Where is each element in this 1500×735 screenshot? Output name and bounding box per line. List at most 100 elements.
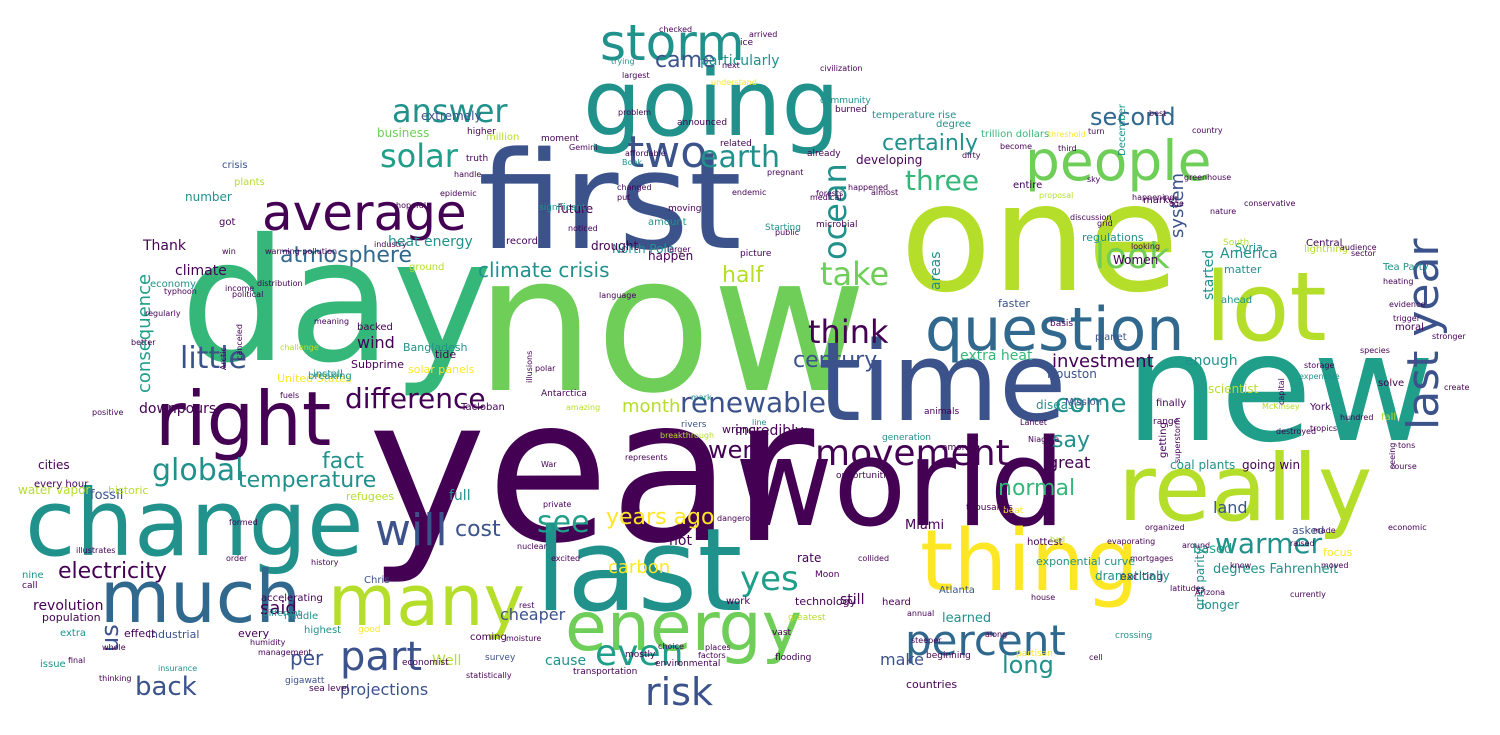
word-cause: cause — [545, 653, 586, 669]
word-learned: learned — [942, 611, 991, 626]
word-still: still — [840, 592, 864, 608]
word-particularly: particularly — [700, 53, 780, 69]
word-better: better — [131, 338, 156, 347]
word-amount: amount — [648, 217, 687, 228]
word-economist: economist — [402, 658, 449, 668]
word-crossing: crossing — [1115, 631, 1152, 641]
word-higher: higher — [467, 127, 496, 137]
word-world: world — [735, 415, 1065, 554]
word-month: month — [622, 396, 680, 417]
word-effect: effect — [124, 627, 156, 640]
word-extra-heat: extra heat — [960, 348, 1033, 364]
word-seeing: seeing — [1388, 443, 1397, 469]
word-economy: economy — [150, 279, 196, 290]
word-answer: answer — [392, 92, 508, 130]
word-discussion: discussion — [1070, 213, 1111, 222]
word-dramatically: dramatically — [1095, 569, 1170, 583]
word-hot: hot — [669, 533, 692, 549]
word-half: half — [722, 263, 765, 288]
word-drought: drought — [591, 239, 638, 253]
word-electricity: electricity — [58, 559, 167, 584]
word-temperature-rise: temperature rise — [872, 110, 956, 121]
word-thank: Thank — [142, 238, 187, 254]
word-fossil: fossil — [90, 488, 123, 503]
word-much: much — [100, 555, 301, 639]
word-basis: basis — [1050, 319, 1073, 329]
word-us: us — [96, 624, 124, 652]
word-picture: picture — [740, 249, 772, 259]
word-dirty: dirty — [962, 151, 981, 160]
word-positive: positive — [92, 408, 123, 417]
word-cheaper: cheaper — [500, 605, 566, 624]
word-breakthrough: breakthrough — [660, 431, 714, 440]
word-already: already — [807, 149, 841, 159]
word-planet: planet — [1095, 332, 1127, 343]
word-people: people — [1025, 129, 1211, 193]
word-beat: beat — [1003, 506, 1024, 516]
word-water-vapor: water vapor — [18, 483, 90, 497]
word-noticed: noticed — [568, 224, 598, 233]
word-nuclear: nuclear — [517, 542, 548, 551]
word-houston: Houston — [1047, 367, 1097, 381]
word-first: first — [478, 123, 742, 280]
word-revolution: revolution — [33, 598, 104, 614]
word-choice: choice — [658, 642, 684, 651]
word-exponential-curve: exponential curve — [1036, 555, 1135, 568]
word-number: number — [185, 190, 232, 204]
word-related: related — [720, 139, 752, 149]
word-fall: fall — [1381, 412, 1396, 423]
word-refugees: refugees — [346, 490, 394, 503]
word-moisture: moisture — [506, 634, 541, 643]
word-wind: wind — [357, 333, 395, 352]
word-medical: medical — [810, 193, 842, 202]
word-finally: finally — [1156, 398, 1186, 409]
word-become: become — [1000, 142, 1032, 151]
word-hopeful: hopeful — [396, 201, 426, 210]
word-day: day — [180, 203, 493, 401]
word-animals: animals — [924, 407, 960, 417]
word-risk: risk — [645, 670, 713, 714]
word-future: future — [557, 202, 593, 216]
word-opportunities: opportunities — [836, 471, 896, 481]
word-climate-crisis: climate crisis — [478, 258, 610, 282]
word-long: long — [1002, 651, 1054, 679]
word-book: Book — [622, 158, 642, 167]
word-whole: whole — [102, 643, 126, 652]
word-syria: Syria — [1235, 241, 1263, 254]
word-take: take — [820, 255, 889, 293]
word-women: Women — [1113, 253, 1158, 267]
word-carbon: carbon — [608, 557, 670, 578]
word-getting: getting — [1158, 422, 1169, 458]
word-degree: degree — [936, 119, 971, 130]
word-mostly: mostly — [625, 650, 656, 660]
word-lot: lot — [1205, 253, 1327, 363]
word-humidity: humidity — [250, 638, 286, 647]
word-around: around — [1182, 541, 1210, 550]
word-based: based — [1193, 542, 1232, 557]
word-nine: nine — [22, 570, 44, 581]
word-latitudes: latitudes — [1170, 584, 1205, 593]
word-three: three — [905, 164, 979, 197]
word-forests: forests — [816, 189, 843, 198]
word-technology: technology — [795, 595, 857, 608]
word-raised: raised — [1290, 539, 1315, 548]
word-will: will — [375, 505, 448, 556]
word-microbial: microbial — [816, 220, 857, 230]
word-change: change — [25, 470, 364, 577]
word-wrong: wrong — [722, 423, 756, 436]
word-rate: rate — [797, 551, 821, 565]
word-flooding: flooding — [775, 653, 811, 663]
word-every-hour: every hour — [34, 479, 89, 490]
word-looking: looking — [1131, 242, 1160, 251]
word-system: system — [1167, 173, 1188, 238]
word-question: question — [925, 295, 1184, 365]
word-canceled: canceled — [235, 324, 244, 360]
word-handle: handle — [454, 170, 481, 179]
word-tropics: tropics — [1310, 424, 1337, 433]
word-public: public — [775, 228, 799, 237]
word-call: call — [22, 581, 37, 591]
word-nature: nature — [1210, 207, 1236, 216]
word-one: one — [900, 152, 1179, 326]
word-crisis: crisis — [222, 160, 248, 171]
word-going-win: going win — [1242, 458, 1300, 472]
